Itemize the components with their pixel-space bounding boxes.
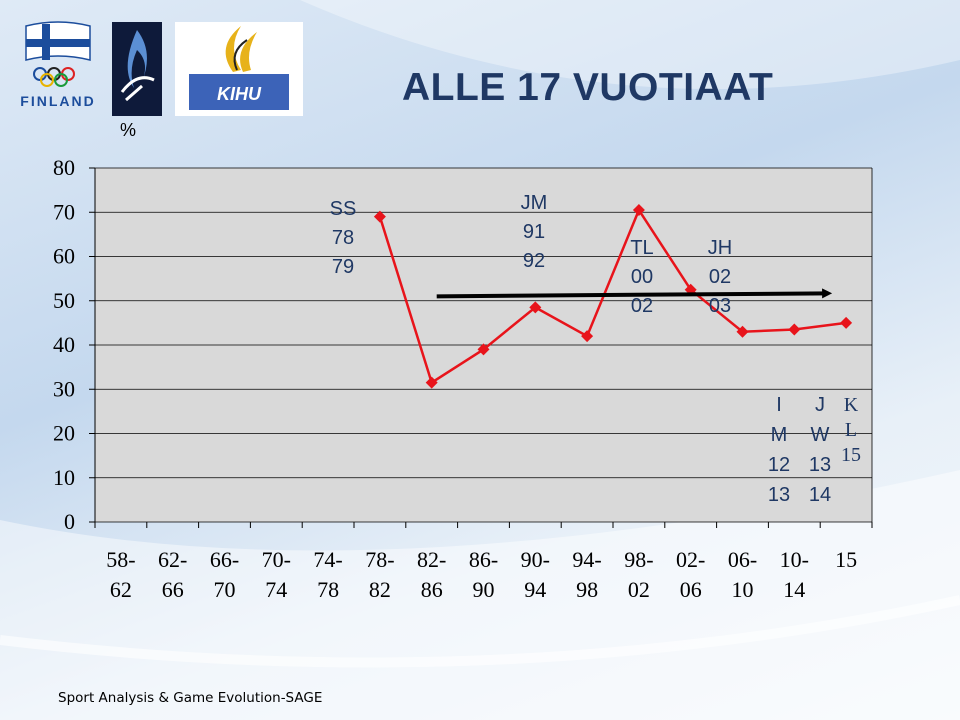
data-point-marker — [840, 316, 853, 329]
finnish-olympic-logo-icon: FINLAND — [18, 18, 98, 113]
annotation-label: J W 13 14 — [809, 394, 831, 506]
footer-text: Sport Analysis & Game Evolution-SAGE — [58, 690, 323, 706]
y-tick-label: 80 — [53, 155, 75, 180]
data-point-marker — [477, 343, 490, 356]
annotation-label: TL 00 02 — [630, 237, 653, 317]
annotation-label: JH 02 03 — [708, 237, 732, 317]
slide-title: ALLE 17 VUOTIAAT — [402, 66, 774, 109]
y-tick-label: 10 — [53, 465, 75, 490]
x-tick-label: 78-82 — [365, 547, 394, 602]
x-tick-label: 62-66 — [158, 547, 187, 602]
y-tick-label: 20 — [53, 421, 75, 446]
annotation-label: JM 91 92 — [521, 192, 548, 272]
data-point-marker — [632, 204, 645, 217]
annotation-label: SS 78 79 — [330, 198, 357, 278]
finland-logo-text: FINLAND — [20, 93, 95, 109]
data-point-marker — [736, 325, 749, 338]
x-tick-label: 74-78 — [313, 547, 342, 602]
x-tick-label: 90-94 — [521, 547, 550, 602]
y-tick-label: 0 — [64, 509, 75, 534]
y-tick-label: 70 — [53, 199, 75, 224]
y-tick-label: 50 — [53, 288, 75, 313]
trend-arrow — [436, 288, 833, 299]
series-line — [378, 207, 847, 385]
y-tick-label: 60 — [53, 244, 75, 269]
x-tick-label: 98-02 — [624, 547, 653, 602]
y-tick-label: 30 — [53, 376, 75, 401]
kihu-logo-icon: KIHU — [175, 22, 303, 116]
x-tick-label: 70-74 — [262, 547, 291, 602]
x-tick-label: 15 — [835, 547, 857, 572]
x-tick-label: 86-90 — [469, 547, 498, 602]
x-tick-label: 82-86 — [417, 547, 446, 602]
data-point-marker — [373, 210, 386, 223]
x-tick-label: 10-14 — [780, 547, 809, 602]
x-tick-label: 94-98 — [572, 547, 601, 602]
y-tick-label: 40 — [53, 332, 75, 357]
data-point-marker — [529, 301, 542, 314]
data-point-marker — [581, 330, 594, 343]
x-tick-label: 58-62 — [106, 547, 135, 602]
paralympic-flame-logo-icon — [112, 22, 162, 116]
annotation-label: K L 15 — [841, 394, 861, 466]
data-point-marker — [425, 376, 438, 389]
x-tick-label: 02-06 — [676, 547, 705, 602]
data-point-marker — [788, 323, 801, 336]
kihu-logo-text: KIHU — [217, 84, 262, 104]
y-axis-unit: % — [120, 120, 136, 140]
x-tick-label: 66-70 — [210, 547, 239, 602]
x-tick-label: 06-10 — [728, 547, 757, 602]
annotation-label: I M 12 13 — [768, 394, 790, 506]
